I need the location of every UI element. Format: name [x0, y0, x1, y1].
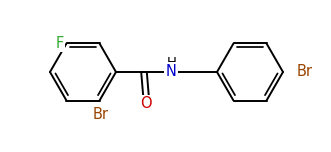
Text: Br: Br — [297, 64, 313, 79]
Text: Br: Br — [92, 107, 109, 122]
Text: F: F — [55, 36, 64, 51]
Text: N: N — [166, 64, 176, 78]
Text: O: O — [140, 97, 152, 112]
Text: H: H — [167, 57, 177, 69]
